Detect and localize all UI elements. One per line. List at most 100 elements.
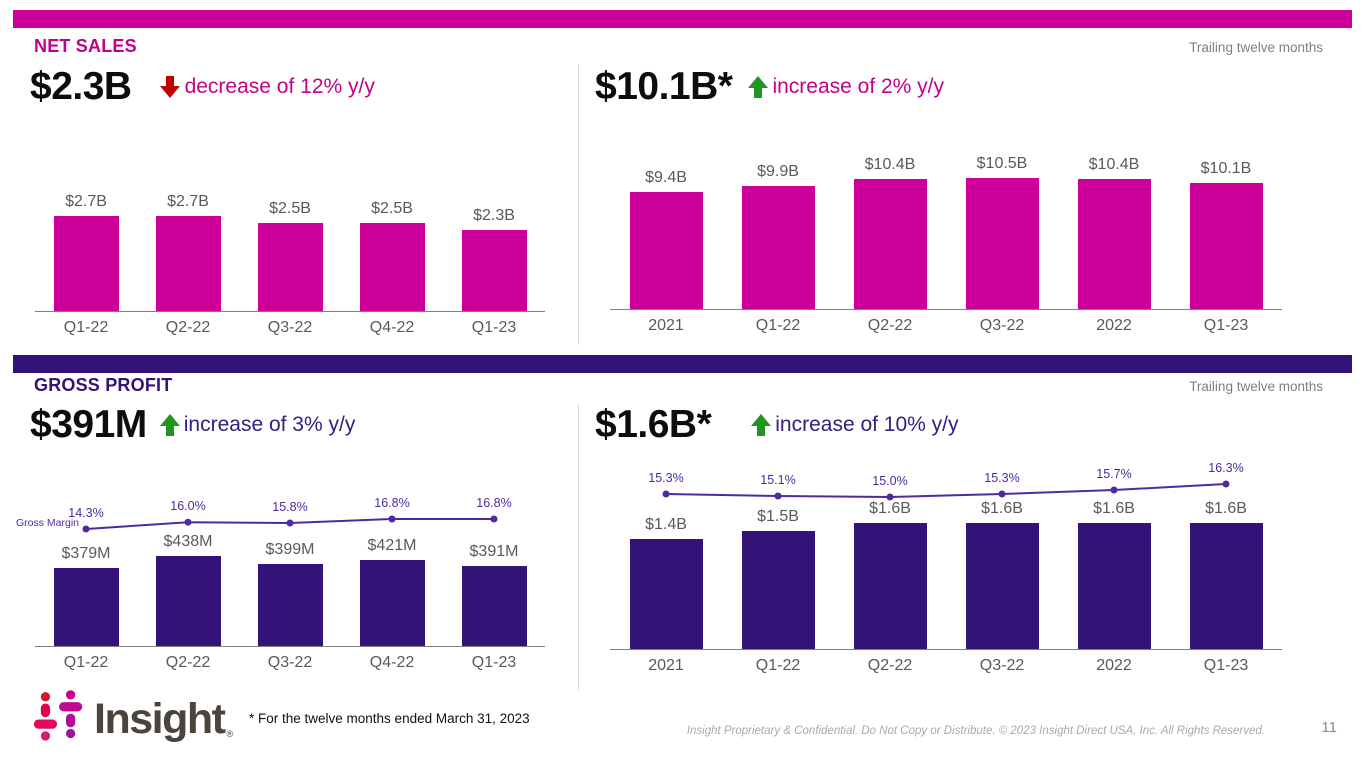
- gross-profit-accent-strip: [13, 355, 1352, 373]
- svg-text:16.0%: 16.0%: [170, 499, 205, 513]
- bar-value-label: $9.9B: [757, 162, 799, 180]
- bar-value-label: $2.5B: [371, 200, 413, 217]
- bar-column: $1.6B: [946, 500, 1058, 649]
- bar-value-label: $2.7B: [167, 193, 209, 210]
- bar: [741, 530, 815, 649]
- gross-profit-quarterly-change: increase of 3% y/y: [183, 413, 356, 436]
- bar-column: $1.6B: [1170, 500, 1282, 649]
- bar-value-label: $1.6B: [981, 500, 1023, 517]
- category-label: 2021: [648, 657, 684, 674]
- svg-text:15.8%: 15.8%: [272, 500, 307, 514]
- bar-column: $421M: [341, 537, 443, 646]
- gross-profit-quarterly-chart: $379M $438M $399M $421M $391M Q1-22 Q2-22 Q3-22…: [35, 525, 545, 672]
- bar: [629, 538, 703, 649]
- gross-profit-left-headline-row: $391M increase of 3% y/y: [30, 402, 355, 448]
- category-label: Q3-22: [267, 319, 313, 336]
- net-sales-accent-strip: [13, 10, 1352, 28]
- bar-column: $2.7B: [35, 193, 137, 311]
- category-label: Q1-22: [755, 657, 801, 674]
- bar-value-label: $9.4B: [645, 168, 687, 186]
- bar: [461, 230, 527, 311]
- net-sales-quarterly-headline: $2.3B: [30, 65, 132, 108]
- net-sales-vertical-divider: [578, 64, 579, 345]
- bar: [965, 178, 1039, 309]
- bar-column: $438M: [137, 533, 239, 646]
- bar: [359, 223, 425, 311]
- gross-profit-trailing-label: Trailing twelve months: [1189, 379, 1323, 394]
- bar-column: $1.6B: [834, 500, 946, 649]
- bar: [461, 565, 527, 646]
- category-label: Q2-22: [165, 319, 211, 336]
- net-sales-trailing-label: Trailing twelve months: [1189, 40, 1323, 55]
- svg-text:16.3%: 16.3%: [1208, 461, 1243, 475]
- net-sales-left-headline-row: $2.3B decrease of 12% y/y: [30, 64, 375, 110]
- category-label: Q1-23: [471, 319, 517, 336]
- bar-value-label: $2.3B: [473, 207, 515, 225]
- bar: [257, 223, 323, 311]
- bar-column: $391M: [443, 543, 545, 646]
- gross-profit-vertical-divider: [578, 404, 579, 690]
- svg-text:15.3%: 15.3%: [648, 471, 683, 485]
- category-label: Q3-22: [979, 657, 1025, 674]
- bar: [1077, 179, 1151, 309]
- increase-arrow-icon: [159, 414, 180, 436]
- registered-mark: ®: [226, 729, 234, 739]
- decrease-arrow-icon: [159, 76, 180, 98]
- bar: [1077, 523, 1151, 649]
- bar-column: $1.6B: [1058, 500, 1170, 649]
- bar-column: $10.4B: [834, 156, 946, 309]
- insight-logo: Insight ®: [33, 690, 233, 748]
- bar: [53, 216, 119, 311]
- bar: [853, 523, 927, 649]
- net-sales-ttm-chart: $9.4B $9.9B $10.4B $10.5B $10.4B $10.1B 2021 Q1…: [610, 150, 1282, 335]
- svg-text:15.0%: 15.0%: [872, 474, 907, 488]
- bar-column: $379M: [35, 545, 137, 646]
- category-label: Q2-22: [165, 654, 211, 671]
- bar-value-label: $1.5B: [757, 507, 799, 525]
- asterisk-footnote: * For the twelve months ended March 31, …: [249, 711, 530, 726]
- bar-column: $10.4B: [1058, 156, 1170, 309]
- bar: [53, 568, 119, 646]
- bar-value-label: $10.5B: [976, 155, 1028, 172]
- category-label: Q1-22: [63, 654, 109, 671]
- bar: [1189, 183, 1263, 309]
- svg-text:15.3%: 15.3%: [984, 471, 1019, 485]
- bar-column: $2.5B: [239, 200, 341, 311]
- bar: [965, 523, 1039, 649]
- gross-profit-ttm-headline: $1.6B*: [595, 403, 712, 446]
- insight-wordmark: Insight: [94, 694, 226, 743]
- bar-column: $399M: [239, 541, 341, 646]
- net-sales-ttm-change: increase of 2% y/y: [772, 75, 945, 98]
- bar-column: $9.4B: [610, 169, 722, 309]
- category-label: Q2-22: [867, 317, 913, 334]
- net-sales-section-title: NET SALES: [34, 36, 137, 56]
- bar-value-label: $2.7B: [65, 193, 107, 210]
- bar: [257, 564, 323, 646]
- svg-text:15.1%: 15.1%: [760, 473, 795, 487]
- net-sales-quarterly-chart: $2.7B $2.7B $2.5B $2.5B $2.3B Q1-22 Q2-22 Q3-22…: [35, 190, 545, 337]
- gross-profit-ttm-change: increase of 10% y/y: [775, 413, 959, 436]
- net-sales-quarterly-change: decrease of 12% y/y: [184, 75, 375, 98]
- gross-profit-right-headline-row: $1.6B* increase of 10% y/y: [595, 402, 959, 448]
- bar-value-label: $10.4B: [864, 156, 916, 174]
- increase-arrow-icon: [751, 414, 772, 436]
- category-label: Q1-23: [471, 654, 517, 671]
- gross-profit-ttm-chart: $1.4B $1.5B $1.6B $1.6B $1.6B $1.6B 2021 Q1-22 Q…: [610, 490, 1282, 675]
- bar-value-label: $1.6B: [1205, 500, 1247, 517]
- bar: [359, 559, 425, 646]
- bar-column: $2.7B: [137, 193, 239, 311]
- svg-text:16.8%: 16.8%: [476, 496, 511, 510]
- svg-text:16.8%: 16.8%: [374, 496, 409, 510]
- bar-column: $1.4B: [610, 516, 722, 649]
- category-label: 2021: [648, 317, 684, 334]
- bar-column: $2.5B: [341, 200, 443, 311]
- svg-text:15.7%: 15.7%: [1096, 467, 1131, 481]
- category-label: Q4-22: [369, 654, 415, 671]
- bar: [853, 179, 927, 309]
- category-label: Q1-23: [1203, 657, 1249, 674]
- increase-arrow-icon: [748, 76, 769, 98]
- category-label: 2022: [1096, 317, 1132, 334]
- bar-value-label: $2.5B: [269, 200, 311, 217]
- insight-logo-hash-icon: [33, 690, 85, 748]
- bar: [155, 216, 221, 311]
